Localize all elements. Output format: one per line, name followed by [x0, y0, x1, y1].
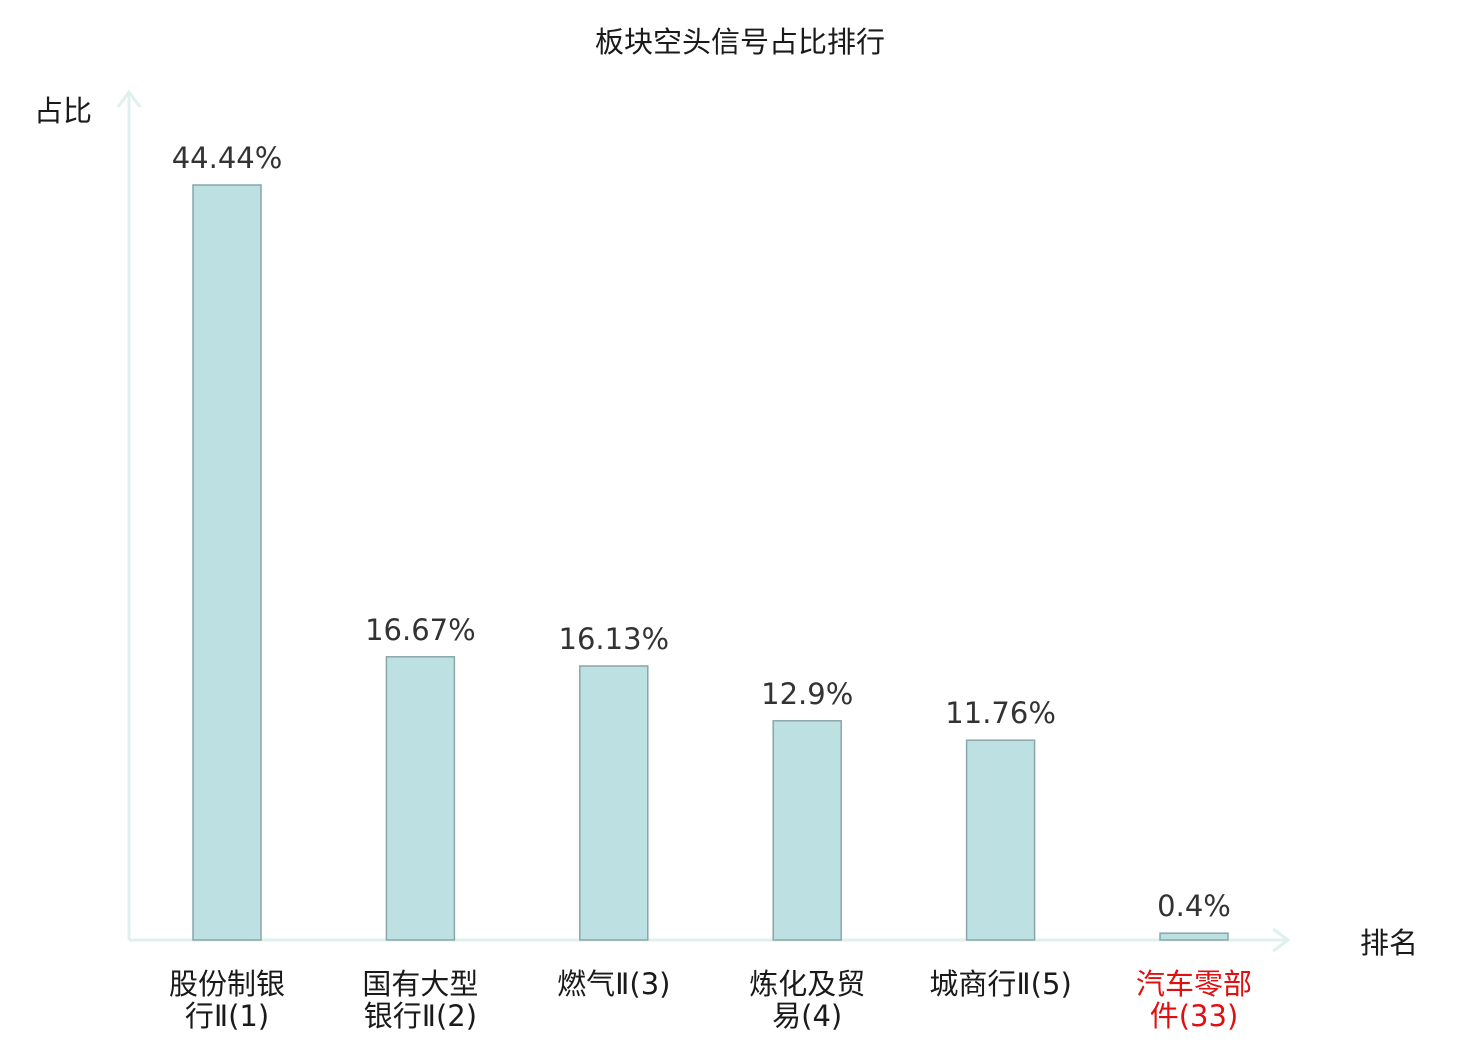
value-label-0: 44.44%	[172, 141, 283, 175]
y-axis-label: 占比	[34, 94, 92, 128]
value-label-3: 12.9%	[761, 677, 853, 711]
category-label-5-line-0: 汽车零部	[1136, 967, 1252, 1001]
value-labels-layer: 44.44% 16.67% 16.13% 12.9% 11.76% 0.4%	[172, 141, 1231, 923]
value-label-2: 16.13%	[559, 622, 670, 656]
category-label-5: 汽车零部件(33)	[1136, 967, 1252, 1033]
x-axis-arrow	[1272, 927, 1291, 953]
category-label-1: 国有大型银行Ⅱ(2)	[362, 967, 478, 1033]
bar-4	[965, 739, 1036, 941]
category-label-4-line-0: 城商行Ⅱ(5)	[929, 967, 1071, 1001]
category-labels-layer: 股份制银行Ⅱ(1) 国有大型银行Ⅱ(2) 燃气Ⅱ(3) 炼化及贸易(4) 城商行Ⅱ(5)…	[169, 967, 1252, 1033]
axes	[116, 89, 1291, 953]
value-label-4: 11.76%	[945, 696, 1056, 730]
value-label-5: 0.4%	[1157, 889, 1231, 923]
category-label-1-line-1: 银行Ⅱ(2)	[364, 999, 477, 1033]
chart-title: 板块空头信号占比排行	[595, 25, 885, 59]
category-label-2-line-0: 燃气Ⅱ(3)	[557, 967, 670, 1001]
bar-3	[772, 720, 842, 941]
bar-2	[579, 665, 649, 941]
value-label-1: 16.67%	[365, 613, 476, 647]
x-axis-label: 排名	[1360, 926, 1418, 960]
category-label-0-line-1: 行Ⅱ(1)	[185, 999, 269, 1033]
category-label-3: 炼化及贸易(4)	[749, 967, 865, 1033]
category-label-0: 股份制银行Ⅱ(1)	[169, 967, 285, 1033]
category-label-2: 燃气Ⅱ(3)	[557, 967, 670, 1001]
bar-5	[1159, 932, 1229, 941]
category-label-5-line-1: 件(33)	[1150, 999, 1239, 1033]
y-axis-arrow	[116, 89, 142, 108]
bar-1	[385, 656, 456, 941]
category-label-4: 城商行Ⅱ(5)	[929, 967, 1071, 1001]
category-label-3-line-0: 炼化及贸	[749, 967, 865, 1001]
bars-layer	[192, 184, 1229, 941]
bar-0	[192, 184, 262, 941]
category-label-0-line-0: 股份制银	[169, 967, 285, 1001]
category-label-3-line-1: 易(4)	[772, 999, 842, 1033]
category-label-1-line-0: 国有大型	[362, 967, 478, 1001]
